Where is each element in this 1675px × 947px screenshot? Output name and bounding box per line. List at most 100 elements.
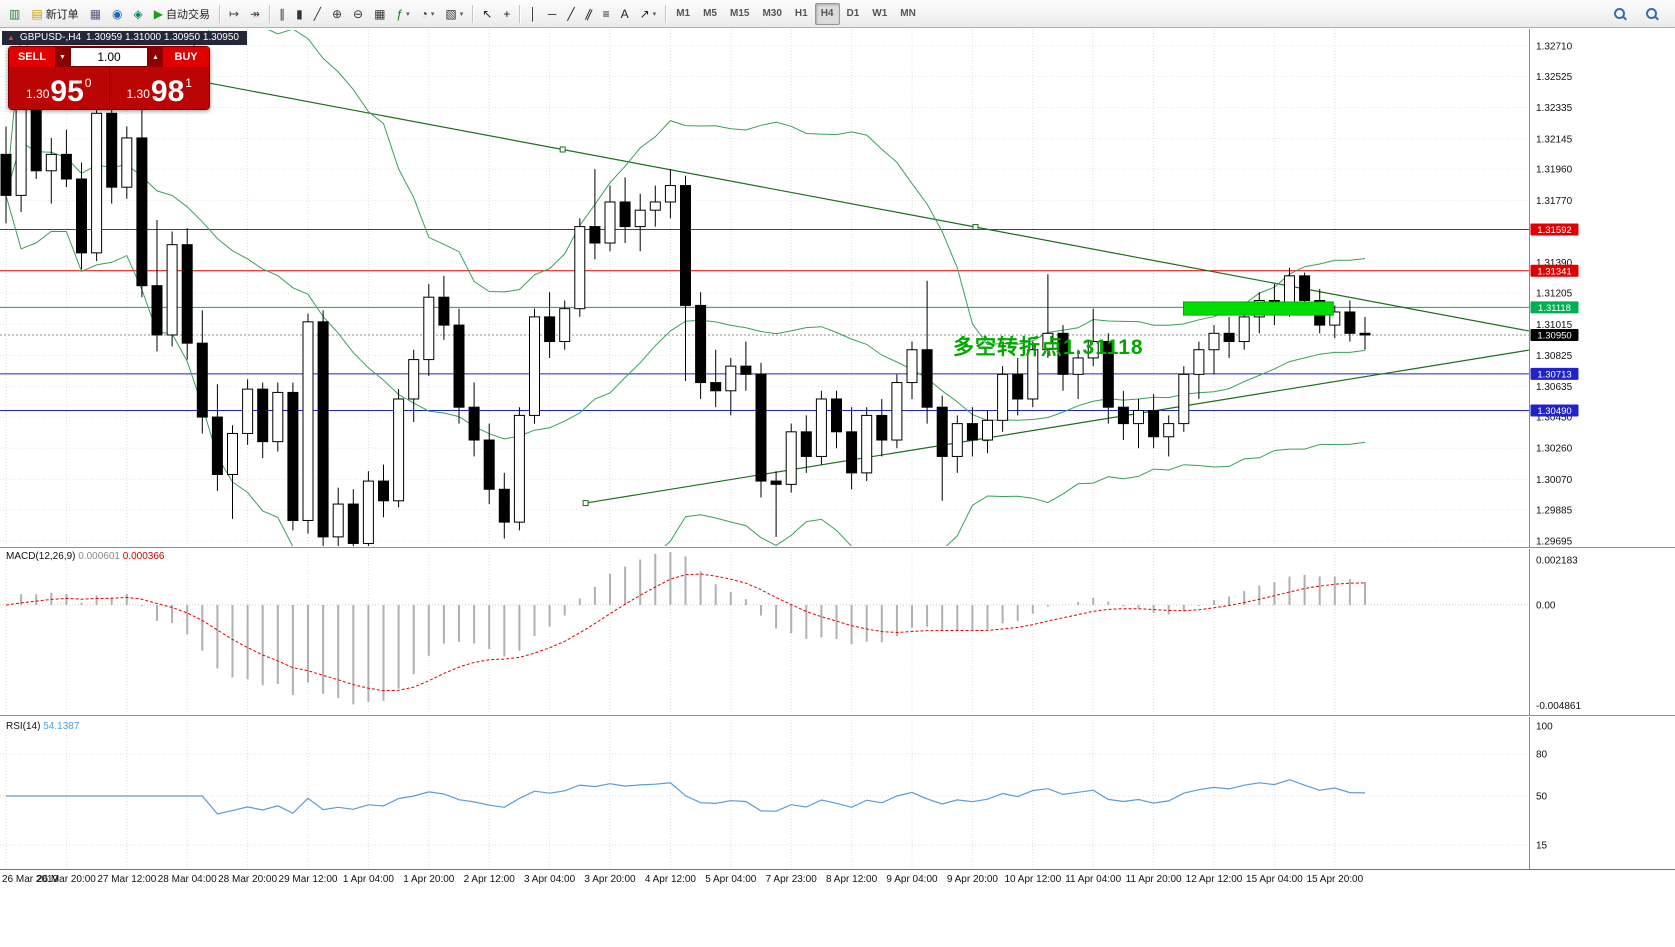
tf-h1-button[interactable]: H1 [789, 3, 814, 25]
svg-text:1.29695: 1.29695 [1536, 537, 1573, 548]
tf-m30-button[interactable]: M30 [756, 3, 787, 25]
fibonacci-button[interactable]: ≡ [598, 3, 615, 25]
channel-icon: ∥ [582, 5, 595, 22]
magnifier-icon [1614, 7, 1626, 20]
svg-text:15 Apr 04:00: 15 Apr 04:00 [1246, 874, 1303, 885]
text-button[interactable]: A [616, 3, 634, 25]
toolbar-button-label: MN [900, 8, 916, 19]
svg-text:11 Apr 20:00: 11 Apr 20:00 [1126, 874, 1182, 885]
svg-text:10 Apr 12:00: 10 Apr 12:00 [1004, 874, 1061, 885]
toolbar-separator [472, 4, 474, 23]
help-search-button[interactable] [1641, 3, 1663, 25]
templates-button[interactable]: ▧ ▾ [440, 3, 468, 25]
new-order-button[interactable]: ▤ 新订单 [26, 3, 83, 25]
text-icon: A [620, 6, 629, 21]
trendline-button[interactable]: ╱ [562, 3, 579, 25]
volume-increase-button[interactable]: ▲ [148, 47, 163, 67]
bar-chart-button[interactable]: ∥ [274, 3, 290, 25]
cursor-button[interactable]: ↖ [477, 3, 497, 25]
layouts-button[interactable]: ▦ [85, 3, 106, 25]
candlestick-chart-button[interactable]: ▮ [291, 3, 308, 25]
tile-windows-icon: ▦ [374, 6, 386, 21]
tf-d1-button[interactable]: D1 [841, 3, 866, 25]
svg-text:28 Mar 20:00: 28 Mar 20:00 [218, 874, 277, 885]
periods-button[interactable]: ◔ ▾ [416, 3, 440, 25]
sell-price-prefix: 1.30 [26, 87, 50, 101]
caret-down-icon: ▾ [459, 10, 464, 18]
toolbar-button-label: H4 [820, 8, 834, 19]
profile-button[interactable]: ◉ [107, 3, 127, 25]
svg-text:1.31390: 1.31390 [1536, 258, 1573, 269]
price-tags: 1.31592 1.31341 1.31118 1.30713 1.30490 1.309… [1530, 223, 1579, 417]
arrows-button[interactable]: ↗ ▾ [635, 3, 662, 25]
auto-scroll-icon: ↠ [250, 6, 261, 21]
one-click-trading-panel: SELL ▼ 1.00 ▲ BUY 1.30 95 0 1.30 98 1 [8, 46, 210, 110]
svg-text:11 Apr 04:00: 11 Apr 04:00 [1065, 874, 1121, 885]
arrow-icon: ↗ [639, 6, 650, 21]
svg-text:29 Mar 12:00: 29 Mar 12:00 [279, 874, 338, 885]
quick-search-button[interactable] [1609, 3, 1631, 25]
buy-price-button[interactable]: 1.30 98 1 [109, 67, 209, 109]
chart-new-icon: ▥ [9, 6, 21, 21]
caret-down-icon: ▾ [430, 10, 435, 18]
toolbar-button-label: D1 [846, 8, 860, 19]
sell-price-button[interactable]: 1.30 95 0 [9, 67, 110, 109]
alerts-button[interactable]: ◈ [129, 3, 148, 25]
volume-decrease-button[interactable]: ▼ [55, 47, 70, 67]
horizontal-line-button[interactable]: ─ [543, 3, 562, 25]
macd-scale-labels: 0.002183 0.00 -0.004861 [1536, 555, 1581, 712]
caret-down-icon: ▾ [652, 10, 657, 18]
zoom-in-button[interactable]: ⊕ [327, 3, 347, 25]
svg-text:27 Mar 12:00: 27 Mar 12:00 [97, 874, 156, 885]
highlight-zone[interactable] [1182, 301, 1334, 316]
volume-input[interactable]: 1.00 [70, 47, 148, 67]
caret-down-icon: ▼ [59, 53, 66, 61]
tf-w1-button[interactable]: W1 [866, 3, 893, 25]
indicators-button[interactable]: ƒ ▾ [391, 3, 414, 25]
magnifier-icon [1646, 7, 1658, 20]
caret-down-icon: ▾ [406, 10, 410, 18]
sell-button[interactable]: SELL [9, 47, 55, 67]
svg-text:7 Apr 23:00: 7 Apr 23:00 [766, 874, 818, 885]
tf-m1-button[interactable]: M1 [670, 3, 696, 25]
trade-panel-prices: 1.30 95 0 1.30 98 1 [9, 67, 209, 109]
turning-point-annotation[interactable]: 多空转折点1.31118 [953, 336, 1144, 359]
toolbar-button-label: M30 [762, 8, 782, 19]
new-chart-button[interactable]: ▥ [4, 3, 25, 25]
tf-h4-button[interactable]: H4 [814, 2, 840, 25]
periods-icon: ◔ [420, 6, 428, 21]
buy-price-prefix: 1.30 [126, 87, 150, 101]
chart-shift-button[interactable]: ↦ [224, 3, 244, 25]
svg-text:1.32525: 1.32525 [1536, 72, 1573, 83]
svg-text:8 Apr 12:00: 8 Apr 12:00 [826, 874, 878, 885]
tile-windows-button[interactable]: ▦ [369, 3, 390, 25]
crosshair-button[interactable]: + [498, 3, 515, 25]
svg-text:4 Apr 12:00: 4 Apr 12:00 [645, 874, 697, 885]
buy-button[interactable]: BUY [163, 47, 209, 67]
macd-value-signal: 0.000366 [122, 551, 165, 562]
price-axis-labels: 1.32710 1.32525 1.32335 1.32145 1.31960 1.317… [1536, 42, 1573, 548]
chart-title-tab[interactable]: ▲ GBPUSD-,H4 1.30959 1.31000 1.30950 1.3… [2, 31, 247, 45]
vertical-line-icon: │ [529, 6, 537, 21]
chart-symbol: GBPUSD-,H4 [19, 32, 82, 43]
toolbar-button-label: W1 [872, 8, 888, 19]
tf-m5-button[interactable]: M5 [697, 3, 723, 25]
tf-m15-button[interactable]: M15 [724, 3, 755, 25]
svg-text:3 Apr 20:00: 3 Apr 20:00 [584, 874, 636, 885]
indicators-icon: ƒ [396, 6, 404, 21]
auto-scroll-button[interactable]: ↠ [245, 3, 265, 25]
toolbar-button-label: H1 [794, 8, 808, 19]
trendlines[interactable] [149, 71, 1529, 507]
toolbar-separator [519, 4, 521, 23]
svg-text:1.29885: 1.29885 [1536, 505, 1573, 516]
svg-text:15 Apr 20:00: 15 Apr 20:00 [1306, 874, 1363, 885]
autotrading-button[interactable]: ▶ 自动交易 [149, 3, 215, 25]
line-chart-button[interactable]: ╱ [309, 3, 326, 25]
vertical-line-button[interactable]: │ [524, 3, 542, 25]
tf-mn-button[interactable]: MN [894, 3, 922, 25]
zoom-out-button[interactable]: ⊖ [348, 3, 368, 25]
channel-button[interactable]: ∥ [581, 3, 597, 25]
price-up-triangle-icon: ▲ [7, 32, 15, 42]
svg-text:1.30950: 1.30950 [1537, 330, 1571, 341]
